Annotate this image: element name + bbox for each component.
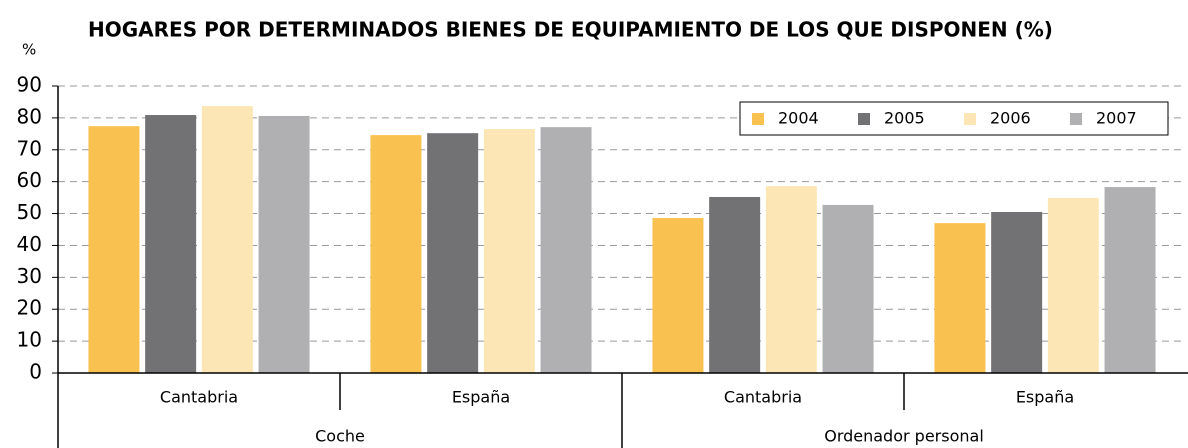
legend-label: 2004 [778,109,819,128]
legend-swatch [752,113,764,125]
legend-swatch [858,113,870,125]
x-tick-label: España [1016,388,1074,407]
y-tick-label: 0 [29,360,42,384]
legend-swatch [964,113,976,125]
y-tick-label: 40 [17,232,42,256]
group-label: Ordenador personal [824,427,984,446]
bar [822,204,874,373]
legend-box [739,101,1169,136]
bar [370,135,422,373]
y-tick-label: 20 [17,296,42,320]
chart-title: HOGARES POR DETERMINADOS BIENES DE EQUIP… [88,18,1053,42]
legend-swatch [1070,113,1082,125]
bar [1047,197,1099,373]
bar [483,129,535,373]
bar [258,115,310,373]
y-tick-label: 90 [17,73,42,97]
bar [88,126,140,374]
y-tick-label: 60 [17,168,42,192]
group-label: Coche [315,427,365,446]
bar [145,115,197,373]
bar [1104,187,1156,373]
bar [709,196,761,373]
legend-label: 2005 [884,109,925,128]
legend-label: 2007 [1096,109,1137,128]
bar [201,106,253,373]
y-tick-label: 80 [17,104,42,128]
y-tick-label: 50 [17,200,42,224]
y-tick-label: 10 [17,328,42,352]
x-tick-label: España [452,388,510,407]
legend-label: 2006 [990,109,1031,128]
bar [652,218,704,373]
bar [765,186,817,373]
x-tick-label: Cantabria [160,388,238,407]
bar [427,133,479,373]
x-tick-label: Cantabria [724,388,802,407]
y-tick-label: 70 [17,136,42,160]
bar [540,127,592,374]
y-axis-label: % [22,41,36,59]
y-tick-label: 30 [17,264,42,288]
bar [991,211,1043,373]
bar [934,223,986,373]
